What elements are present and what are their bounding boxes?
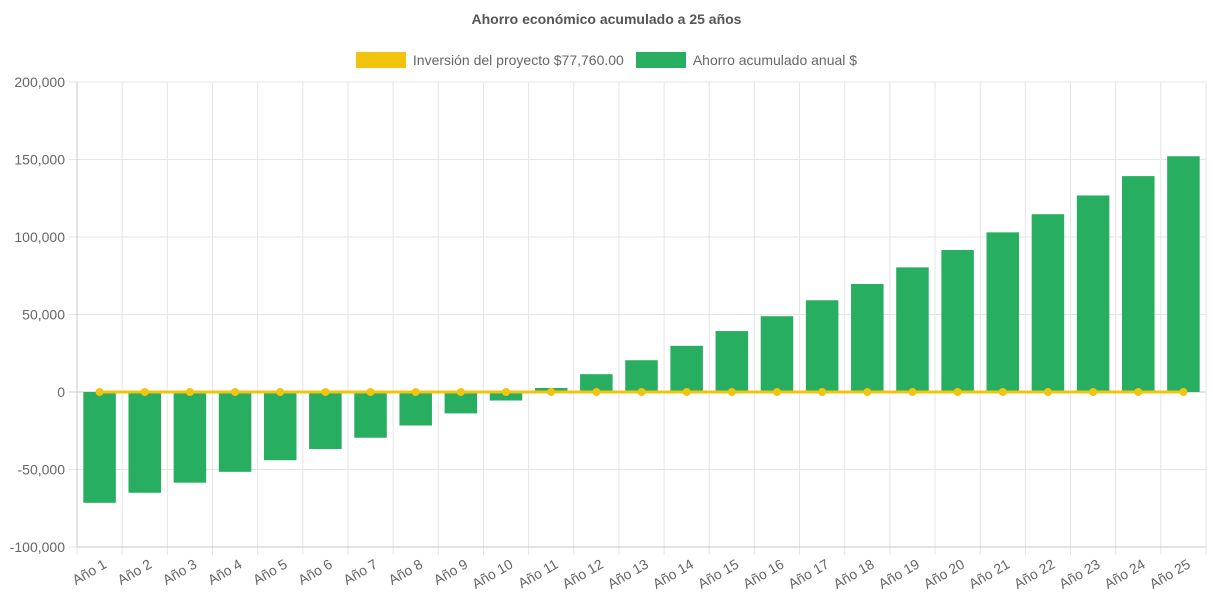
bar-4 xyxy=(218,392,252,472)
investment-point-21 xyxy=(998,388,1007,396)
y-tick-label: 0 xyxy=(57,384,65,400)
y-tick-label: 100,000 xyxy=(14,229,65,245)
bar-17 xyxy=(805,300,839,392)
x-tick-label: Año 22 xyxy=(1011,556,1058,592)
x-tick-label: Año 9 xyxy=(431,556,471,588)
bar-18 xyxy=(851,283,884,392)
x-tick-label: Año 12 xyxy=(559,556,606,592)
investment-point-7 xyxy=(366,388,375,396)
legend-item-savings[interactable]: Ahorro acumulado anual $ xyxy=(635,52,858,68)
legend-swatch-investment xyxy=(355,52,406,68)
investment-point-24 xyxy=(1134,388,1143,396)
y-tick-label: 200,000 xyxy=(14,74,65,90)
bar-9 xyxy=(444,392,478,414)
x-tick-label: Año 2 xyxy=(115,556,155,588)
x-tick-label: Año 8 xyxy=(386,556,426,588)
x-tick-label: Año 17 xyxy=(785,556,832,592)
x-tick-label: Año 4 xyxy=(205,556,245,588)
x-tick-label: Año 1 xyxy=(69,556,109,588)
bar-25 xyxy=(1167,156,1200,392)
x-tick-label: Año 23 xyxy=(1056,556,1103,592)
x-tick-label: Año 11 xyxy=(515,556,561,592)
legend-label-investment: Inversión del proyecto $77,760.00 xyxy=(412,52,624,68)
y-tick-label: -50,000 xyxy=(18,462,66,478)
bar-19 xyxy=(896,267,929,392)
investment-point-16 xyxy=(772,388,781,396)
x-tick-label: Año 6 xyxy=(295,556,335,588)
investment-point-17 xyxy=(818,388,827,396)
bar-12 xyxy=(580,374,613,392)
bar-3 xyxy=(173,392,207,483)
legend-swatch-savings xyxy=(635,52,686,68)
bar-10 xyxy=(489,392,523,401)
investment-point-15 xyxy=(727,388,736,396)
y-tick-label: -100,000 xyxy=(10,539,65,555)
legend-item-investment[interactable]: Inversión del proyecto $77,760.00 xyxy=(355,52,624,68)
x-tick-label: Año 25 xyxy=(1146,556,1193,592)
investment-point-9 xyxy=(456,388,465,396)
investment-point-11 xyxy=(547,388,556,396)
y-tick-label: 50,000 xyxy=(22,307,65,323)
bar-24 xyxy=(1122,176,1155,392)
investment-point-13 xyxy=(637,388,646,396)
bar-2 xyxy=(128,392,161,493)
x-tick-label: Año 21 xyxy=(966,556,1013,592)
x-tick-label: Año 20 xyxy=(921,556,968,592)
investment-point-2 xyxy=(140,388,149,396)
bar-23 xyxy=(1076,195,1110,392)
bar-5 xyxy=(263,392,297,461)
x-tick-label: Año 3 xyxy=(160,556,200,588)
investment-point-20 xyxy=(953,388,962,396)
investment-point-25 xyxy=(1179,388,1188,396)
bar-22 xyxy=(1031,214,1065,392)
x-tick-label: Año 14 xyxy=(650,556,697,592)
investment-point-22 xyxy=(1043,388,1052,396)
bar-13 xyxy=(625,360,658,392)
investment-point-3 xyxy=(185,388,194,396)
bar-6 xyxy=(309,392,342,450)
y-tick-label: 150,000 xyxy=(14,152,65,168)
x-tick-label: Año 24 xyxy=(1101,556,1148,592)
x-tick-label: Año 13 xyxy=(605,556,652,592)
investment-point-19 xyxy=(908,388,917,396)
bar-20 xyxy=(941,250,974,392)
investment-point-4 xyxy=(231,388,240,396)
bar-16 xyxy=(760,316,794,392)
investment-point-1 xyxy=(95,388,104,396)
x-tick-label: Año 15 xyxy=(695,556,742,592)
investment-point-8 xyxy=(411,388,420,396)
investment-point-12 xyxy=(592,388,601,396)
investment-point-23 xyxy=(1089,388,1098,396)
bar-8 xyxy=(399,392,432,426)
x-tick-label: Año 18 xyxy=(830,556,877,592)
chart-title: Ahorro económico acumulado a 25 años xyxy=(471,11,742,27)
bar-1 xyxy=(83,392,116,503)
x-tick-label: Año 5 xyxy=(250,556,290,588)
investment-point-14 xyxy=(682,388,691,396)
investment-point-6 xyxy=(321,388,330,396)
x-tick-label: Año 10 xyxy=(469,556,516,592)
legend-label-savings: Ahorro acumulado anual $ xyxy=(692,52,858,68)
chart-legend: Inversión del proyecto $77,760.00 Ahorro… xyxy=(0,52,1213,68)
bar-21 xyxy=(986,232,1020,392)
x-tick-label: Año 16 xyxy=(740,556,787,592)
x-tick-label: Año 7 xyxy=(340,556,380,588)
x-tick-label: Año 19 xyxy=(876,556,923,592)
investment-point-5 xyxy=(276,388,285,396)
investment-point-10 xyxy=(502,388,511,396)
bar-7 xyxy=(354,392,387,438)
bar-14 xyxy=(670,345,703,392)
bar-15 xyxy=(715,331,749,392)
investment-point-18 xyxy=(863,388,872,396)
